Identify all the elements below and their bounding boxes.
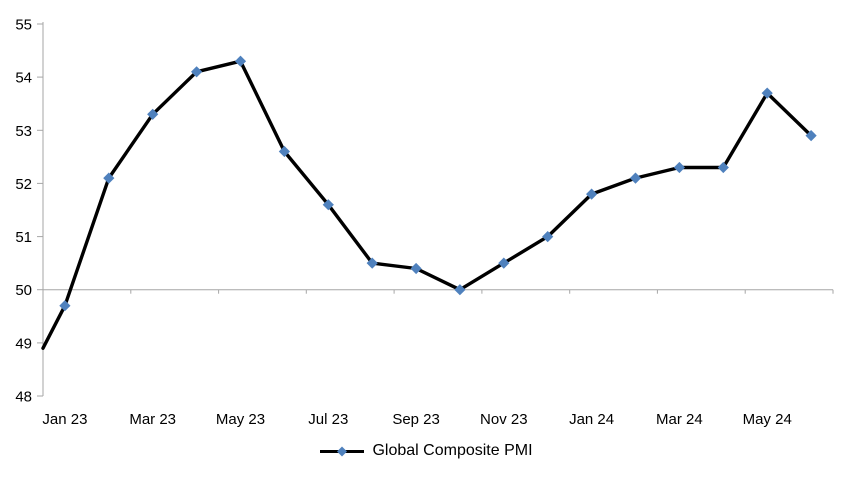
y-axis-tick-label: 53 bbox=[15, 123, 32, 140]
data-point-marker bbox=[673, 161, 685, 174]
data-point-marker bbox=[542, 231, 554, 243]
pmi-line-chart: 55 54 53 52 51 50 49 48 Jan 23 Mar 23 May 23 Jul 23… bbox=[15, 17, 834, 428]
legend-label: Global Composite PMI bbox=[372, 442, 533, 459]
y-axis-tick-label: 55 bbox=[15, 17, 32, 34]
data-point-marker bbox=[629, 172, 642, 184]
y-axis-tick-label: 48 bbox=[15, 389, 32, 406]
data-point-marker bbox=[410, 262, 422, 275]
x-axis-tick-label: Nov 23 bbox=[480, 411, 528, 428]
data-point-marker bbox=[454, 284, 466, 296]
y-axis-tick-label: 49 bbox=[15, 335, 32, 352]
data-point-marker bbox=[805, 130, 817, 142]
data-point-marker bbox=[717, 161, 729, 174]
y-axis-tick-label: 50 bbox=[15, 282, 32, 299]
x-axis-tick-label: May 24 bbox=[743, 411, 792, 428]
chart-legend: Global Composite PMI bbox=[0, 441, 852, 461]
data-point-marker bbox=[278, 145, 290, 158]
x-axis-tick-label: May 23 bbox=[216, 411, 265, 428]
data-point-marker bbox=[586, 188, 598, 200]
data-point-marker bbox=[103, 172, 115, 184]
data-point-marker bbox=[234, 55, 247, 67]
y-axis-tick-label: 52 bbox=[15, 176, 32, 193]
legend-diamond-marker-icon bbox=[337, 446, 348, 456]
data-point-marker bbox=[322, 199, 334, 211]
pmi-line bbox=[41, 59, 813, 350]
x-axis-tick-label: Jan 24 bbox=[569, 411, 614, 428]
x-axis-tick-label: Mar 24 bbox=[656, 411, 703, 428]
data-point-marker bbox=[498, 257, 510, 269]
x-axis-tick-label: Jan 23 bbox=[42, 411, 87, 428]
data-point-marker bbox=[366, 257, 378, 269]
y-axis-tick-label: 54 bbox=[15, 70, 32, 87]
data-point-marker bbox=[761, 87, 773, 99]
x-axis-tick-label: Sep 23 bbox=[392, 411, 440, 428]
data-point-marker bbox=[59, 300, 71, 312]
y-axis-tick-label: 51 bbox=[15, 229, 32, 246]
legend-line-marker-icon bbox=[320, 446, 365, 456]
x-axis-tick-label: Jul 23 bbox=[308, 411, 348, 428]
data-point-marker bbox=[147, 108, 159, 120]
data-point-marker bbox=[191, 66, 203, 78]
x-axis-tick-label: Mar 23 bbox=[129, 411, 176, 428]
